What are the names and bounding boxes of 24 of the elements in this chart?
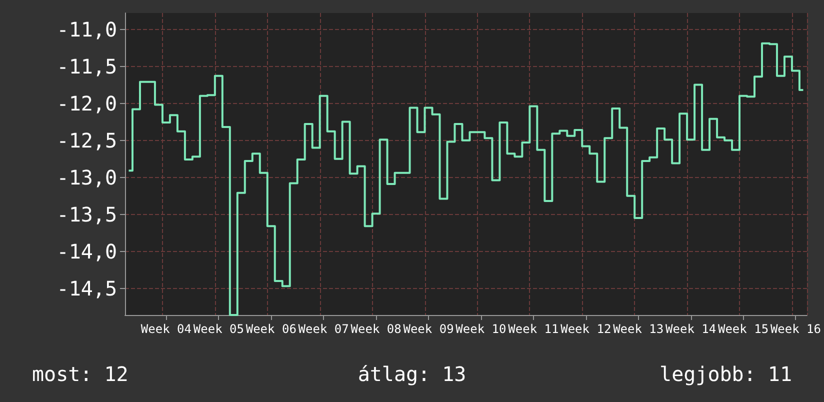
x-tick-label: Week 06 [246, 322, 296, 336]
x-tick-label: Week 13 [613, 322, 664, 336]
x-tick-label: Week 09 [403, 322, 454, 336]
x-tick-label: Week 14 [666, 322, 716, 336]
y-tick-label: -11,0 [56, 17, 117, 42]
x-tick-label: Week 15 [718, 322, 769, 336]
x-tick-label: Week 11 [508, 322, 559, 336]
x-tick-label: Week 08 [350, 322, 402, 336]
x-tick-label: Week 12 [560, 322, 612, 336]
y-tick-label: -14,5 [56, 276, 117, 300]
x-tick-label: Week 04 [140, 322, 192, 336]
text: legjobb: 11 [660, 362, 792, 386]
x-tick-label: Week 10 [456, 322, 506, 336]
y-tick-label: -12,0 [56, 91, 117, 116]
x-tick-label: Week 16 [770, 322, 822, 336]
y-tick-label: -14,0 [56, 239, 117, 264]
y-tick-label: -13,0 [56, 165, 117, 190]
y-tick-label: -11,5 [56, 54, 117, 78]
text: most: 12 [32, 362, 128, 386]
text: átlag: 13 [358, 362, 466, 386]
y-tick-label: -12,5 [56, 128, 117, 152]
x-tick-label: Week 05 [193, 322, 244, 336]
y-tick-label: -13,5 [56, 202, 117, 226]
x-tick-label: Week 07 [298, 322, 349, 336]
